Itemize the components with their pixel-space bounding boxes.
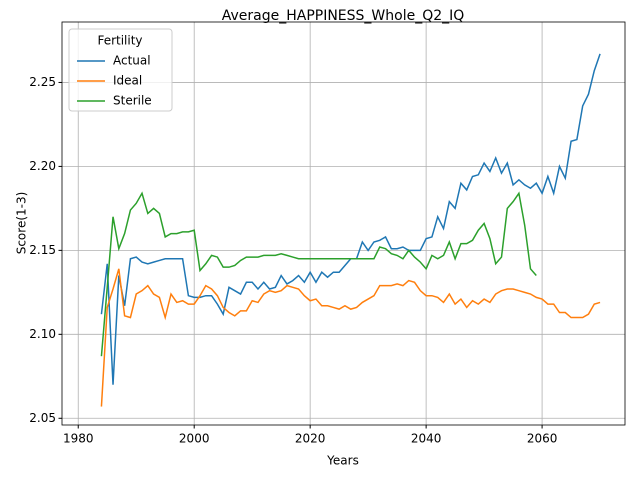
y-tick-label: 2.25 — [29, 75, 56, 89]
x-tick-label: 2040 — [411, 432, 442, 446]
legend-label: Ideal — [113, 74, 142, 88]
x-tick-label: 2060 — [527, 432, 558, 446]
legend-box — [68, 28, 173, 112]
legend-title: Fertility — [97, 34, 142, 48]
chart-title: Average_HAPPINESS_Whole_Q2_IQ — [222, 8, 465, 24]
series-line — [100, 53, 601, 385]
x-axis-label: Years — [326, 454, 359, 468]
y-tick-label: 2.20 — [29, 159, 56, 173]
legend-label: Sterile — [113, 94, 152, 108]
x-tick-label: 2000 — [179, 432, 210, 446]
x-tick-label: 1980 — [63, 432, 94, 446]
y-axis-label: Score(1-3) — [15, 192, 29, 255]
x-tick-label: 2020 — [295, 432, 326, 446]
y-tick-label: 2.05 — [29, 411, 56, 425]
series-line — [100, 191, 537, 357]
legend: Fertility Actual Ideal Sterile — [68, 28, 173, 112]
y-tick-label: 2.15 — [29, 243, 56, 257]
series-line — [100, 268, 601, 407]
legend-label: Actual — [113, 54, 151, 68]
plot-frame — [61, 21, 626, 426]
y-tick-label: 2.10 — [29, 327, 56, 341]
